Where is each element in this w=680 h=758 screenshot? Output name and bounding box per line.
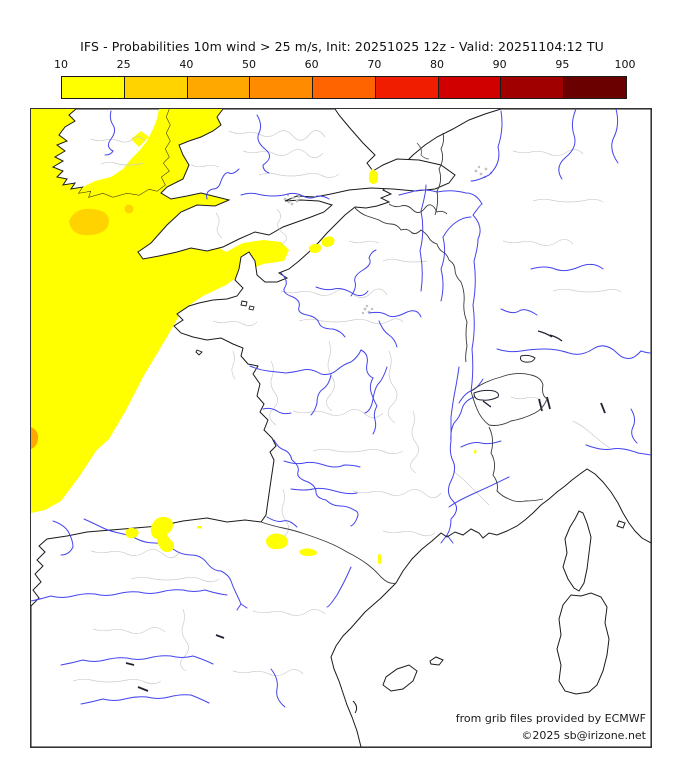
colorbar-tick-label: 10 xyxy=(54,58,68,71)
page-title: IFS - Probabilities 10m wind > 25 m/s, I… xyxy=(80,39,604,54)
colorbar-tick-label: 25 xyxy=(116,58,131,71)
probability-area-40 xyxy=(31,427,39,449)
rivers xyxy=(31,109,651,708)
colorbar-tick-label: 60 xyxy=(304,58,319,71)
landmass xyxy=(31,109,651,747)
probability-area-land xyxy=(125,169,477,564)
map-canvas: from grib files provided by ECMWF ©2025 … xyxy=(30,108,652,748)
colorbar-segment xyxy=(501,77,565,98)
probability-area-25 xyxy=(69,208,109,236)
country-borders xyxy=(260,132,548,584)
colorbar-tick-label: 95 xyxy=(555,58,570,71)
colorbar-tick-label: 90 xyxy=(492,58,507,71)
colorbar-tick-labels: 10 25 40 50 60 70 80 90 95 100 xyxy=(54,58,636,72)
probability-area-ireland xyxy=(79,109,170,197)
attribution-copyright: ©2025 sb@irizone.net xyxy=(519,729,648,742)
attribution-ecmwf: from grib files provided by ECMWF xyxy=(453,712,648,725)
lakes xyxy=(125,142,606,692)
colorbar-tick-label: 70 xyxy=(367,58,382,71)
colorbar-tick-label: 40 xyxy=(179,58,194,71)
colorbar-tick-label: 100 xyxy=(614,58,636,71)
colorbar-tick-label: 50 xyxy=(242,58,256,71)
colorbar-segment xyxy=(250,77,314,98)
admin-boundaries xyxy=(72,130,622,685)
colorbar-segment xyxy=(313,77,376,98)
coastlines xyxy=(330,468,651,747)
colorbar-tick-label: 80 xyxy=(430,58,444,71)
probability-area-25 xyxy=(124,204,134,214)
colorbar-segment xyxy=(564,77,627,98)
probability-area-ireland xyxy=(131,131,149,147)
probability-colorbar xyxy=(61,76,627,99)
colorbar-segment xyxy=(124,77,188,98)
map-svg xyxy=(31,109,651,747)
colorbar-segment xyxy=(62,77,125,98)
colorbar-segment xyxy=(187,77,251,98)
colorbar-segment xyxy=(438,77,502,98)
colorbar-segment xyxy=(375,77,439,98)
